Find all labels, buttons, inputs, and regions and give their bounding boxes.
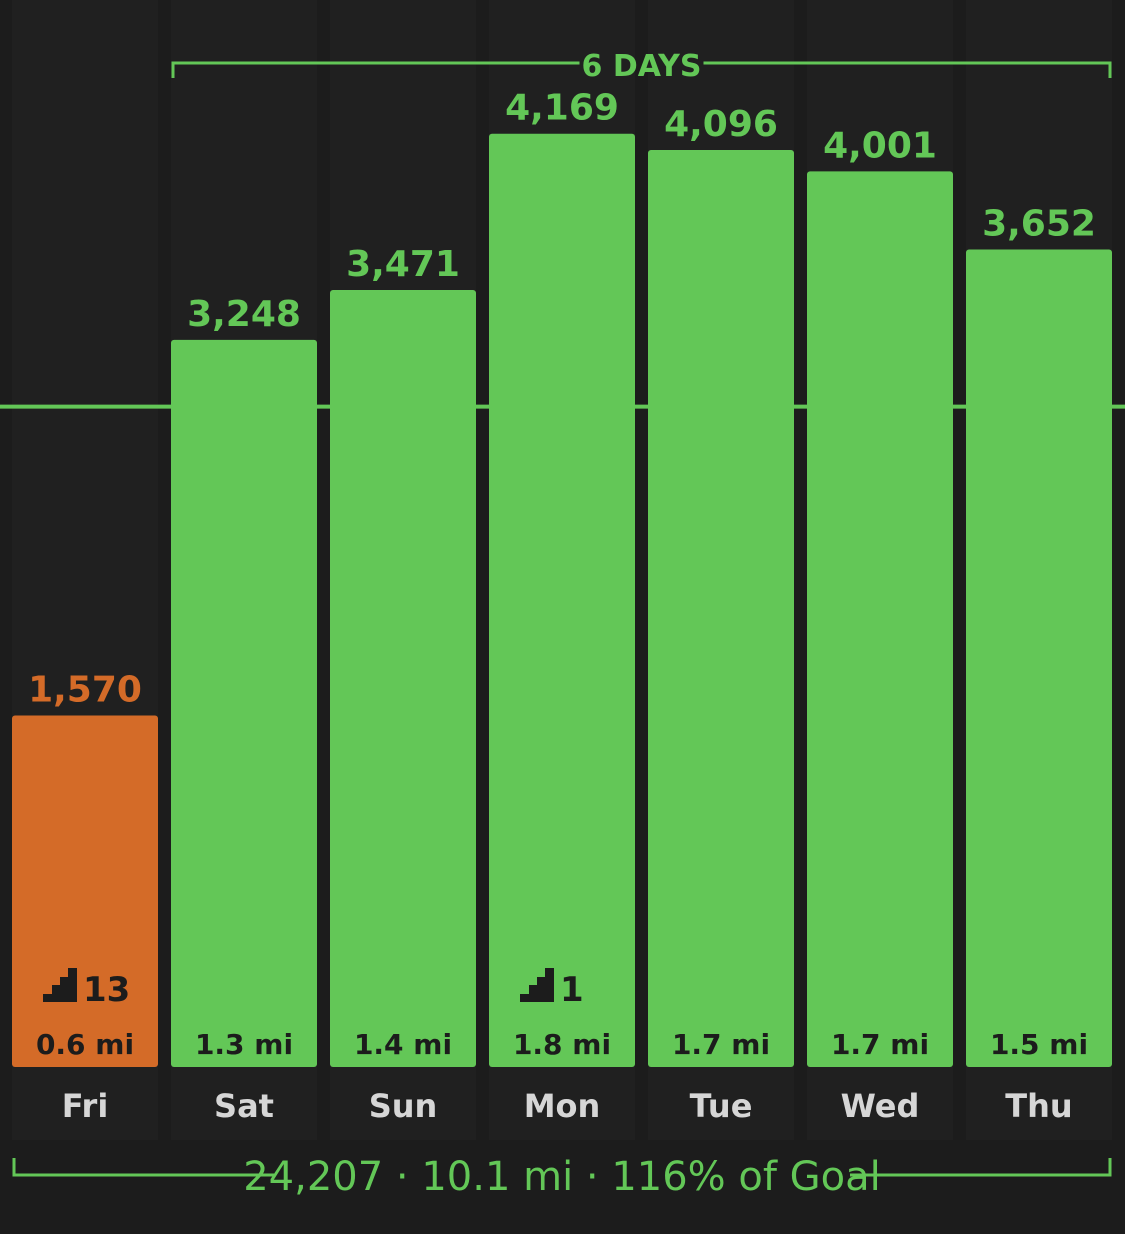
streak-bracket — [171, 61, 580, 78]
bar-value-label: 3,471 — [346, 244, 460, 285]
streak-bracket — [703, 61, 1112, 78]
bar-wed — [807, 171, 953, 1067]
streak-label: 6 DAYS — [582, 49, 702, 84]
distance-label: 1.5 mi — [990, 1028, 1088, 1061]
bar-thu — [966, 249, 1112, 1067]
bar-value-label: 4,001 — [823, 125, 937, 166]
stairs-icon — [43, 968, 77, 1002]
bar-tue — [648, 150, 794, 1067]
day-label: Thu — [1005, 1087, 1072, 1125]
summary-bracket — [850, 1158, 1112, 1177]
summary-bracket — [12, 1158, 274, 1177]
day-label: Wed — [841, 1087, 920, 1125]
bar-mon — [489, 133, 635, 1067]
bar-value-label: 1,570 — [28, 670, 142, 711]
floor-count: 1 — [560, 970, 584, 1010]
day-label: Tue — [690, 1087, 753, 1125]
distance-label: 1.4 mi — [354, 1028, 452, 1061]
bar-value-label: 3,248 — [187, 294, 301, 335]
stairs-icon-shape — [43, 968, 77, 1002]
distance-label: 1.7 mi — [672, 1028, 770, 1061]
distance-label: 1.8 mi — [513, 1028, 611, 1061]
day-label: Sat — [214, 1087, 274, 1125]
distance-label: 0.6 mi — [36, 1028, 134, 1061]
bar-fri — [12, 715, 158, 1067]
floor-count: 13 — [83, 970, 130, 1010]
day-label: Fri — [62, 1087, 109, 1125]
bar-sun — [330, 289, 476, 1067]
bar-value-label: 4,096 — [664, 104, 778, 145]
bar-value-label: 4,169 — [505, 88, 619, 129]
stairs-icon — [520, 968, 554, 1002]
stairs-icon-shape — [520, 968, 554, 1002]
day-label: Sun — [369, 1087, 438, 1125]
day-label: Mon — [524, 1087, 601, 1125]
distance-label: 1.7 mi — [831, 1028, 929, 1061]
bar-value-label: 3,652 — [982, 203, 1096, 244]
bar-sat — [171, 339, 317, 1068]
distance-label: 1.3 mi — [195, 1028, 293, 1061]
summary-label: 24,207 · 10.1 mi · 116% of Goal — [243, 1154, 881, 1200]
